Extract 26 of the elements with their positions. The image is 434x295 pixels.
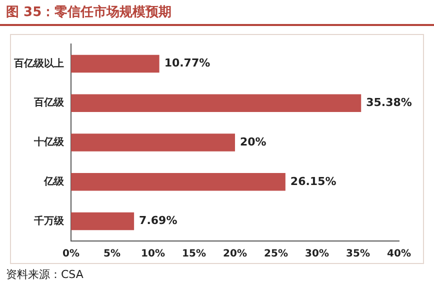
- x-tick-label: 10%: [141, 248, 165, 260]
- bar: [71, 212, 134, 230]
- text: 资料来源：CSA: [5, 267, 84, 283]
- data-label: 20%: [240, 135, 266, 148]
- x-tick-label: 25%: [264, 248, 288, 260]
- x-tick-label: 0%: [62, 248, 80, 260]
- y-tick-label: 百亿级以上: [13, 57, 64, 70]
- x-tick-label: 5%: [104, 248, 120, 260]
- y-tick-label: 亿级: [43, 175, 65, 188]
- x-tick-label: 20%: [223, 248, 247, 260]
- chart-title: 图 35：零信任市场规模预期: [0, 0, 434, 26]
- x-tick-label: 30%: [305, 248, 329, 260]
- y-tick-label: 十亿级: [33, 136, 65, 148]
- data-label: 35.38%: [366, 96, 412, 109]
- bar: [71, 173, 286, 191]
- x-tick-label: 35%: [346, 248, 370, 260]
- data-label: 26.15%: [290, 174, 336, 188]
- y-tick-label: 千万级: [33, 214, 65, 227]
- y-tick-label: 百亿级: [33, 96, 65, 109]
- bar: [71, 94, 362, 112]
- bar: [71, 134, 235, 152]
- data-label: 10.77%: [164, 56, 210, 70]
- x-tick-label: 15%: [182, 248, 206, 260]
- x-tick-label: 40%: [387, 248, 411, 260]
- data-label: 7.69%: [139, 214, 178, 228]
- bar: [71, 54, 160, 73]
